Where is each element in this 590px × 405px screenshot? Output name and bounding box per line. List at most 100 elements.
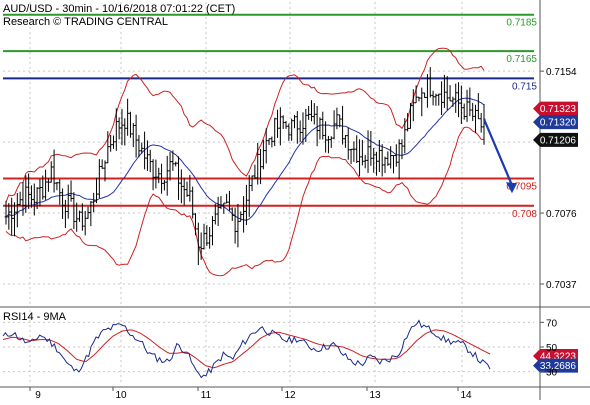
price-bar: [459, 85, 463, 124]
price-bar: [174, 161, 178, 167]
price-bar: [273, 117, 277, 147]
price-bar: [250, 175, 254, 192]
price-bar: [321, 111, 325, 140]
price-bar: [335, 107, 339, 130]
price-bar: [346, 127, 350, 160]
price-bar: [242, 196, 245, 233]
price-bar: [58, 179, 62, 205]
price-bar: [409, 102, 412, 129]
price-bar: [270, 136, 274, 148]
price-bar: [143, 131, 146, 170]
price-bar: [92, 192, 96, 213]
price-bar: [21, 182, 25, 216]
price-bar: [261, 139, 265, 170]
price-bar: [168, 152, 172, 181]
price-bar: [185, 181, 189, 197]
price-bar: [69, 180, 73, 202]
price-bar: [140, 142, 144, 154]
price-bar: [47, 178, 50, 192]
price-bar: [474, 104, 477, 134]
projection-arrow-shaft: [482, 118, 514, 186]
price-bar: [383, 156, 387, 174]
bollinger-lower: [5, 126, 484, 277]
value-tag-label: 33.2686: [540, 361, 577, 372]
price-bar: [293, 114, 296, 129]
price-bar: [397, 139, 401, 180]
price-bar: [239, 211, 243, 222]
value-tag-label: 44.3223: [540, 352, 577, 363]
price-bar: [479, 113, 483, 133]
price-bar: [106, 131, 110, 164]
price-bar: [465, 89, 469, 122]
value-tag-bg: [533, 132, 578, 147]
price-bar: [83, 210, 87, 236]
price-bar: [315, 105, 319, 147]
price-bar: [109, 134, 113, 152]
price-bar: [78, 210, 81, 222]
price-bar: [230, 207, 234, 221]
price-bar: [386, 151, 390, 166]
price-bar: [443, 74, 446, 108]
price-bar: [324, 121, 328, 153]
price-bar: [30, 185, 33, 208]
price-bar: [236, 203, 240, 248]
price-bar: [205, 225, 209, 246]
price-bar: [151, 159, 155, 191]
price-bar: [216, 196, 220, 227]
value-tag-bg: [533, 101, 578, 116]
price-bar: [66, 184, 70, 219]
price-bar: [114, 108, 118, 151]
price-bar: [355, 135, 359, 164]
price-bar: [4, 200, 8, 225]
price-bar: [375, 151, 378, 176]
price-bar: [233, 207, 237, 244]
value-tag-label: 0.71206: [540, 135, 577, 146]
price-bar: [462, 103, 466, 120]
x-tick-label: 13: [369, 390, 381, 400]
price-bar: [89, 201, 93, 227]
price-bar: [301, 112, 305, 145]
x-tick-label: 11: [201, 390, 212, 400]
price-bar: [259, 148, 262, 184]
price-bar: [179, 169, 183, 204]
price-bar: [338, 114, 342, 128]
price-bar: [95, 177, 98, 204]
value-tag-label: 0.71320: [540, 118, 577, 129]
price-bar: [13, 202, 16, 237]
price-bar: [377, 140, 381, 172]
price-bar: [177, 156, 180, 200]
price-bar: [27, 173, 31, 209]
y-tick-label: 0.7037: [546, 280, 577, 291]
price-bar: [403, 118, 407, 154]
price-bar: [97, 159, 101, 199]
price-bar: [318, 117, 322, 140]
price-bar: [245, 184, 248, 226]
value-tag-bg: [533, 115, 578, 130]
price-bar: [35, 187, 39, 210]
price-bar: [310, 100, 313, 122]
price-bar: [211, 216, 214, 246]
price-bar: [228, 190, 231, 211]
level-label: 0.708: [512, 209, 537, 220]
y-tick-label: 0.7154: [546, 67, 577, 78]
price-bar: [253, 164, 257, 179]
x-tick-label: 9: [35, 390, 41, 400]
price-bar: [182, 178, 186, 206]
y-tick-label: 0.7076: [546, 209, 577, 220]
price-bar: [131, 123, 135, 148]
price-bar: [363, 154, 367, 169]
price-bar: [61, 188, 64, 219]
price-bar: [369, 131, 373, 166]
price-bar: [199, 232, 203, 260]
price-bar: [194, 213, 197, 236]
price-bar: [312, 103, 316, 125]
projection-arrow-head: [506, 182, 517, 194]
price-bar: [18, 191, 22, 206]
price-bar: [154, 159, 158, 189]
price-bar: [341, 105, 344, 145]
price-bar: [448, 85, 452, 102]
level-label: 0.7165: [506, 54, 537, 65]
price-bar: [307, 105, 311, 120]
price-bar: [146, 140, 149, 171]
